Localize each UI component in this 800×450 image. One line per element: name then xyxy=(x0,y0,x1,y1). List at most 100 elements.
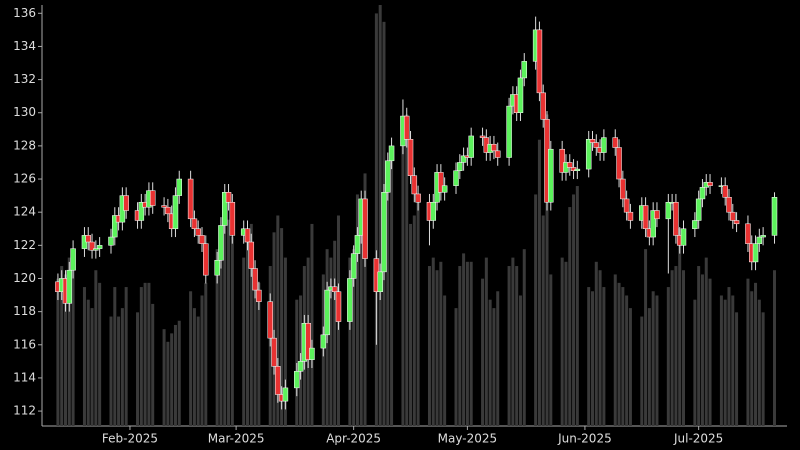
volume-bar xyxy=(511,257,515,426)
volume-bar xyxy=(166,341,170,426)
volume-bar xyxy=(390,160,394,426)
candle-body xyxy=(187,178,194,220)
volume-bar xyxy=(727,287,731,426)
volume-bar xyxy=(465,261,469,426)
candle-body xyxy=(695,198,702,221)
volume-bar xyxy=(549,274,553,426)
volume-bar xyxy=(189,291,193,426)
volume-bar xyxy=(113,287,117,426)
candle-body xyxy=(112,215,118,238)
volume-bar xyxy=(750,291,754,426)
x-tick-label: Jun-2025 xyxy=(557,432,612,446)
volume-bar xyxy=(492,308,496,426)
volume-bar xyxy=(109,316,113,426)
volume-bar xyxy=(670,270,674,426)
volume-bar xyxy=(674,266,678,426)
candle-body xyxy=(521,61,528,79)
candle-body xyxy=(760,235,766,238)
candle-body xyxy=(350,253,357,279)
y-tick-label: 116 xyxy=(13,337,36,351)
candle-body xyxy=(96,245,103,249)
volume-bar xyxy=(754,282,758,426)
candle-body xyxy=(567,162,573,168)
volume-bar xyxy=(386,181,390,426)
volume-bar xyxy=(522,249,526,426)
candle-body xyxy=(362,198,368,259)
volume-bar xyxy=(488,299,492,426)
volume-bar xyxy=(280,228,284,426)
candle-body xyxy=(335,291,342,322)
volume-bar xyxy=(245,240,249,426)
candle-body xyxy=(612,137,619,148)
volume-bar xyxy=(761,312,765,426)
volume-bar xyxy=(621,287,625,426)
volume-bar xyxy=(644,249,648,426)
volume-bar xyxy=(60,266,64,426)
candle-body xyxy=(256,289,262,302)
volume-bar xyxy=(613,274,617,426)
volume-bar xyxy=(253,270,257,426)
y-tick-label: 122 xyxy=(13,238,36,252)
volume-bar xyxy=(363,173,367,426)
candle-body xyxy=(585,139,592,170)
candle-body xyxy=(460,155,467,163)
volume-bar xyxy=(469,261,473,426)
volume-bar xyxy=(507,266,511,426)
volume-bar xyxy=(731,295,735,426)
volume-bar xyxy=(416,194,420,426)
volume-bar xyxy=(575,186,579,426)
candle-body xyxy=(726,197,732,213)
candle-body xyxy=(218,225,224,261)
volume-bar xyxy=(71,266,75,426)
y-tick-label: 114 xyxy=(13,370,36,384)
volume-bar xyxy=(117,316,121,426)
candle-body xyxy=(665,201,672,220)
volume-bar xyxy=(628,308,632,426)
y-tick-label: 132 xyxy=(13,72,36,86)
candle-body xyxy=(388,145,395,162)
candle-body xyxy=(203,243,209,276)
volume-bar xyxy=(374,13,378,426)
volume-bar xyxy=(401,139,405,426)
volume-bar xyxy=(735,312,739,426)
volume-bar xyxy=(147,282,151,426)
candle-body xyxy=(108,236,114,246)
candle-body xyxy=(536,29,543,94)
volume-bar xyxy=(617,282,621,426)
volume-bar xyxy=(192,308,196,426)
y-tick-label: 134 xyxy=(13,39,36,53)
volume-bar xyxy=(272,232,276,426)
volume-bar xyxy=(215,249,219,426)
candle-body xyxy=(385,160,391,193)
volume-bar xyxy=(151,303,155,426)
candle-body xyxy=(438,172,444,193)
candle-body xyxy=(692,220,698,230)
volume-bar xyxy=(458,266,462,426)
candle-body xyxy=(627,211,634,221)
candle-body xyxy=(123,195,129,211)
volume-bar xyxy=(64,274,68,426)
volume-bar xyxy=(136,312,140,426)
volume-bar xyxy=(534,194,538,426)
candle-body xyxy=(468,135,474,158)
candle-body xyxy=(548,148,554,203)
candle-body xyxy=(244,228,251,243)
candle-body xyxy=(589,139,596,143)
volume-bar xyxy=(693,299,697,426)
candle-body xyxy=(430,201,437,221)
candle-body xyxy=(161,205,167,208)
candle-body xyxy=(752,243,759,263)
candle-body xyxy=(559,148,565,173)
candle-body xyxy=(574,168,581,171)
volume-bar xyxy=(162,329,166,426)
volume-bar xyxy=(678,228,682,426)
volume-bar xyxy=(86,299,90,426)
x-tick-label: Feb-2025 xyxy=(102,432,158,446)
volume-bar xyxy=(295,299,299,426)
candle-body xyxy=(491,143,497,152)
candle-body xyxy=(494,150,501,158)
volume-bar xyxy=(120,308,124,426)
volume-bar xyxy=(625,295,629,426)
volume-bar xyxy=(462,253,466,426)
volume-bar xyxy=(412,215,416,426)
